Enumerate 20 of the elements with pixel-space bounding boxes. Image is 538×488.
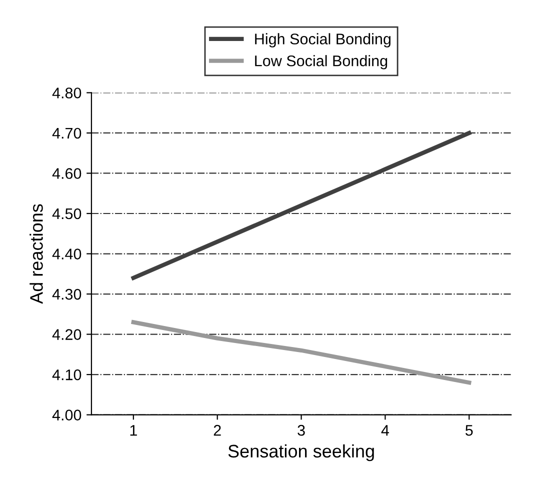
y-tick-label: 4.30 xyxy=(52,288,82,300)
x-tick-label: 4 xyxy=(381,425,390,436)
y-tick-label: 4.50 xyxy=(52,208,82,220)
y-tick-label: 4.00 xyxy=(52,410,82,420)
y-axis-title: Ad reactions xyxy=(30,204,43,304)
x-tick-label: 3 xyxy=(298,424,305,436)
y-tick-label: 4.10 xyxy=(52,369,82,380)
y-tick-label: 4.70 xyxy=(52,128,82,139)
y-tick-label: 4.80 xyxy=(52,88,82,98)
line-series xyxy=(131,320,472,385)
x-axis-title: Sensation seeking xyxy=(228,444,374,462)
legend-label: High Social Bonding xyxy=(255,33,390,48)
x-tick-label: 1 xyxy=(130,425,137,436)
line-series xyxy=(131,130,472,280)
y-tick-label: 4.20 xyxy=(52,329,82,340)
x-tick-label: 2 xyxy=(214,424,221,436)
y-tick-label: 4.40 xyxy=(52,248,82,260)
y-tick-label: 4.60 xyxy=(52,168,82,179)
legend-label: Low Social Bonding xyxy=(255,55,388,70)
x-tick-label: 5 xyxy=(466,425,473,436)
